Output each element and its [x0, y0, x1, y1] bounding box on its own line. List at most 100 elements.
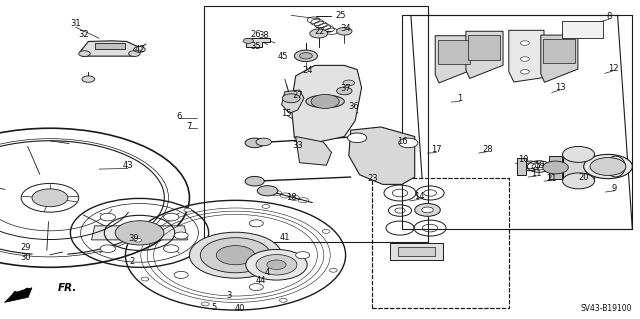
Circle shape	[100, 213, 116, 221]
Circle shape	[243, 38, 253, 43]
Circle shape	[184, 208, 191, 212]
Text: 11: 11	[531, 169, 541, 178]
Circle shape	[189, 232, 282, 278]
Circle shape	[337, 87, 352, 95]
Text: 8: 8	[607, 12, 612, 21]
Circle shape	[245, 176, 264, 186]
Polygon shape	[509, 30, 544, 82]
Circle shape	[543, 161, 568, 174]
Bar	[549, 156, 562, 179]
Circle shape	[296, 252, 310, 259]
Text: 34: 34	[340, 24, 351, 33]
Text: 32: 32	[78, 30, 88, 39]
Bar	[398, 247, 435, 256]
Circle shape	[200, 238, 271, 273]
Text: SV43-B19100: SV43-B19100	[581, 304, 632, 313]
Text: 21: 21	[547, 174, 557, 182]
Text: 40: 40	[235, 304, 245, 313]
Text: 14: 14	[414, 192, 424, 201]
Polygon shape	[468, 35, 500, 60]
Circle shape	[520, 57, 529, 61]
Circle shape	[129, 51, 140, 56]
Polygon shape	[291, 65, 362, 142]
Circle shape	[163, 213, 179, 221]
Polygon shape	[541, 35, 578, 82]
Circle shape	[267, 260, 286, 270]
Circle shape	[163, 245, 179, 252]
Text: 5: 5	[212, 303, 217, 312]
Text: 27: 27	[292, 91, 303, 100]
Bar	[204, 6, 428, 242]
Text: 37: 37	[340, 84, 351, 93]
Polygon shape	[80, 41, 140, 56]
Text: 30: 30	[20, 253, 31, 262]
Polygon shape	[435, 36, 472, 83]
Circle shape	[311, 94, 339, 108]
Circle shape	[337, 27, 352, 35]
Text: 4: 4	[265, 268, 270, 277]
Polygon shape	[517, 158, 526, 175]
Circle shape	[280, 299, 287, 302]
Text: 24: 24	[303, 66, 313, 75]
Circle shape	[563, 173, 595, 189]
Circle shape	[399, 138, 418, 148]
Circle shape	[323, 229, 330, 233]
Polygon shape	[563, 154, 594, 181]
Text: 31: 31	[70, 19, 81, 28]
Circle shape	[256, 255, 297, 275]
Circle shape	[590, 158, 626, 175]
Bar	[562, 21, 603, 38]
Text: 10: 10	[518, 155, 529, 164]
Bar	[390, 243, 443, 260]
Circle shape	[343, 80, 355, 86]
Polygon shape	[296, 137, 332, 165]
Polygon shape	[438, 40, 470, 64]
Text: 29: 29	[20, 243, 31, 252]
Circle shape	[330, 268, 337, 272]
Circle shape	[563, 146, 595, 162]
Circle shape	[174, 232, 188, 239]
Text: 9: 9	[612, 184, 617, 193]
Ellipse shape	[306, 95, 344, 108]
Bar	[372, 178, 509, 308]
Polygon shape	[466, 31, 503, 78]
Text: 33: 33	[292, 141, 303, 150]
Text: 38: 38	[259, 31, 269, 40]
Circle shape	[262, 204, 269, 208]
Text: 19: 19	[534, 161, 545, 170]
Polygon shape	[4, 288, 32, 302]
Circle shape	[257, 186, 278, 196]
Circle shape	[282, 94, 300, 103]
Circle shape	[310, 29, 328, 38]
Circle shape	[249, 284, 263, 291]
Circle shape	[79, 51, 90, 56]
Circle shape	[584, 154, 632, 179]
Text: 3: 3	[227, 291, 232, 300]
Circle shape	[415, 204, 440, 216]
Text: 20: 20	[579, 173, 589, 182]
Text: 6: 6	[177, 112, 182, 121]
Text: 1: 1	[457, 94, 462, 103]
Text: 35: 35	[251, 42, 261, 51]
Text: 16: 16	[397, 137, 407, 146]
Text: 7: 7	[186, 122, 191, 130]
Circle shape	[134, 238, 141, 242]
Text: 28: 28	[483, 145, 493, 154]
Polygon shape	[92, 226, 188, 240]
Circle shape	[141, 277, 148, 281]
Text: 2: 2	[130, 257, 135, 266]
Circle shape	[100, 245, 116, 252]
Circle shape	[256, 138, 271, 146]
Bar	[372, 178, 509, 308]
Circle shape	[174, 271, 188, 278]
Circle shape	[82, 76, 95, 82]
Text: 45: 45	[278, 52, 288, 61]
Circle shape	[245, 138, 264, 148]
Text: 12: 12	[608, 64, 618, 73]
Bar	[402, 15, 632, 229]
Text: 15: 15	[282, 109, 292, 118]
Circle shape	[115, 221, 164, 245]
Polygon shape	[246, 38, 270, 47]
Circle shape	[294, 50, 317, 62]
Text: 44: 44	[256, 276, 266, 285]
